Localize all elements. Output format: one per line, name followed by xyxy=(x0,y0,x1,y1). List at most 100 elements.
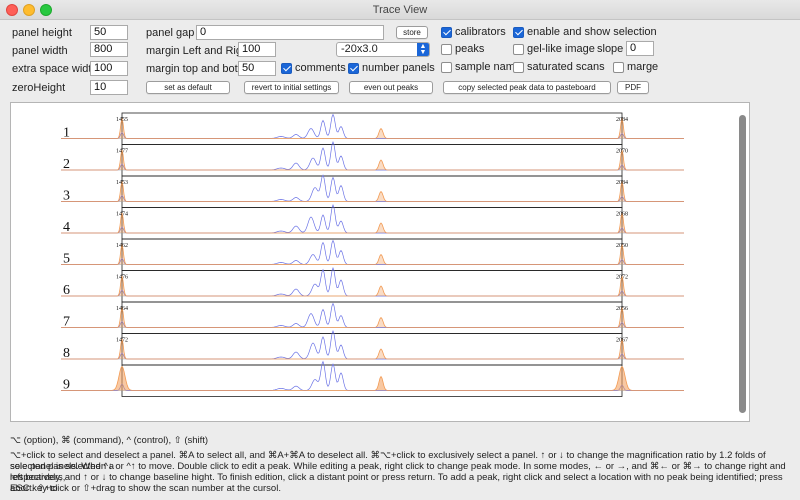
panel-frame xyxy=(121,270,623,303)
panel-width-label: panel width xyxy=(12,45,68,57)
set-as-default-button[interactable]: set as default xyxy=(146,81,230,94)
window-title: Trace View xyxy=(372,4,428,16)
right-peak-label: 2072 xyxy=(616,275,628,281)
orange-trace xyxy=(61,181,684,202)
vertical-scrollbar[interactable] xyxy=(739,115,747,413)
right-peak-label: 2067 xyxy=(616,338,628,344)
left-peak-label: 1477 xyxy=(116,149,128,155)
traces-canvas[interactable]: 1 1455 2084 2 1477 2070 3 1453 2084 4 1474 2068 5 146… xyxy=(11,103,733,421)
orange-trace xyxy=(61,118,684,139)
right-peak-label: 2070 xyxy=(616,149,628,155)
panel-frame xyxy=(121,333,623,366)
margin-tb-field[interactable]: 50 xyxy=(238,61,276,76)
left-peak-label: 1462 xyxy=(116,243,128,249)
magnification-select[interactable]: -20x3.0 ▲ ▼ xyxy=(336,42,430,57)
title-bar: Trace View xyxy=(0,0,800,20)
close-window-button[interactable] xyxy=(6,4,18,16)
right-peak-label: 2068 xyxy=(616,212,628,218)
margin-lr-field[interactable]: 100 xyxy=(238,42,276,57)
left-peak-label: 1464 xyxy=(116,306,128,312)
blue-trace xyxy=(61,203,684,234)
scrollbar-thumb[interactable] xyxy=(739,115,746,413)
marge-checkbox[interactable] xyxy=(613,62,624,73)
even-out-peaks-button[interactable]: even out peaks xyxy=(349,81,433,94)
saturated-scans-checkbox[interactable] xyxy=(513,62,524,73)
orange-trace xyxy=(61,307,684,328)
left-peak-label: 1453 xyxy=(116,180,128,186)
blue-trace xyxy=(61,140,684,171)
gel-like-checkbox[interactable] xyxy=(513,44,524,55)
panel-number: 1 xyxy=(63,126,70,141)
blue-trace xyxy=(61,239,684,265)
peaks-checkbox[interactable] xyxy=(441,44,452,55)
extra-space-width-label: extra space width xyxy=(12,63,98,75)
blue-trace xyxy=(61,267,684,297)
blue-trace xyxy=(61,113,684,139)
help-line-4: abort. ⇧+click or ⇧+drag to show the sca… xyxy=(10,483,281,494)
right-peak-label: 2084 xyxy=(616,117,628,123)
panel-number: 2 xyxy=(63,157,70,172)
panel-frame xyxy=(121,144,623,177)
right-peak-label: 2084 xyxy=(616,180,628,186)
panel-frame xyxy=(121,175,623,208)
zero-height-field[interactable]: 10 xyxy=(90,80,128,95)
pdf-button[interactable]: PDF xyxy=(617,81,649,94)
panel-number: 3 xyxy=(63,189,70,204)
help-line-3: respectively, and ↑ or ↓ to change basel… xyxy=(10,472,783,494)
zoom-window-button[interactable] xyxy=(40,4,52,16)
sample-name-checkbox[interactable] xyxy=(441,62,452,73)
gel-like-label: gel-like image xyxy=(527,43,595,55)
panel-number: 6 xyxy=(63,283,70,298)
enable-selection-label: enable and show selection xyxy=(527,26,657,38)
panel-number: 5 xyxy=(63,252,70,267)
help-line-1: ⌥+click to select and deselect a panel. … xyxy=(10,450,766,472)
panel-height-label: panel height xyxy=(12,27,72,39)
orange-trace xyxy=(61,149,684,171)
left-peak-label: 1474 xyxy=(116,212,128,218)
blue-trace xyxy=(61,174,684,202)
slope-label: slope xyxy=(597,43,624,55)
zero-height-label: zeroHeight xyxy=(12,82,66,94)
store-button[interactable]: store xyxy=(396,26,428,39)
panel-frame xyxy=(121,238,623,271)
number-panels-checkbox[interactable] xyxy=(348,63,359,74)
modifier-key-legend: ⌥ (option), ⌘ (command), ^ (control), ⇧ … xyxy=(10,435,209,446)
right-peak-label: 2050 xyxy=(616,243,628,249)
panel-height-field[interactable]: 50 xyxy=(90,25,128,40)
left-peak-label: 1472 xyxy=(116,338,128,344)
margin-tb-label: margin top and bottom xyxy=(146,63,257,75)
copy-peak-data-button[interactable]: copy selected peak data to pasteboard xyxy=(443,81,611,94)
right-peak-label: 2056 xyxy=(616,306,628,312)
panel-width-field[interactable]: 800 xyxy=(90,42,128,57)
blue-trace xyxy=(61,360,684,391)
panel-frame xyxy=(121,364,623,397)
comments-checkbox[interactable] xyxy=(281,63,292,74)
sample-name-label: sample name xyxy=(455,61,522,73)
blue-trace xyxy=(61,302,684,328)
saturated-scans-label: saturated scans xyxy=(527,61,605,73)
left-peak-label: 1455 xyxy=(116,117,128,123)
magnification-value: -20x3.0 xyxy=(341,43,378,55)
panel-gap-field[interactable]: 0 xyxy=(196,25,384,40)
updown-chevron-icon: ▲ ▼ xyxy=(417,43,429,56)
blue-trace xyxy=(61,329,684,360)
revert-initial-settings-button[interactable]: revert to initial settings xyxy=(244,81,339,94)
trace-view-area[interactable]: 1 1455 2084 2 1477 2070 3 1453 2084 4 1474 2068 5 146… xyxy=(10,102,750,422)
panel-frame xyxy=(121,301,623,334)
panel-number: 4 xyxy=(63,220,70,235)
orange-trace xyxy=(61,244,684,265)
panel-number: 9 xyxy=(63,378,70,393)
panel-number: 8 xyxy=(63,346,70,361)
enable-selection-checkbox[interactable] xyxy=(513,27,524,38)
left-peak-label: 1476 xyxy=(116,275,128,281)
extra-space-width-field[interactable]: 100 xyxy=(90,61,128,76)
orange-trace xyxy=(61,212,684,234)
minimize-window-button[interactable] xyxy=(23,4,35,16)
help-line-2: sole panel is selected ^↓ or ^↑ to move.… xyxy=(10,461,786,483)
slope-field[interactable]: 0 xyxy=(626,41,654,56)
orange-trace xyxy=(61,275,684,297)
peaks-label: peaks xyxy=(455,43,485,55)
comments-label: comments xyxy=(295,62,346,74)
margin-lr-label: margin Left and Right xyxy=(146,45,252,57)
calibrators-checkbox[interactable] xyxy=(441,27,452,38)
